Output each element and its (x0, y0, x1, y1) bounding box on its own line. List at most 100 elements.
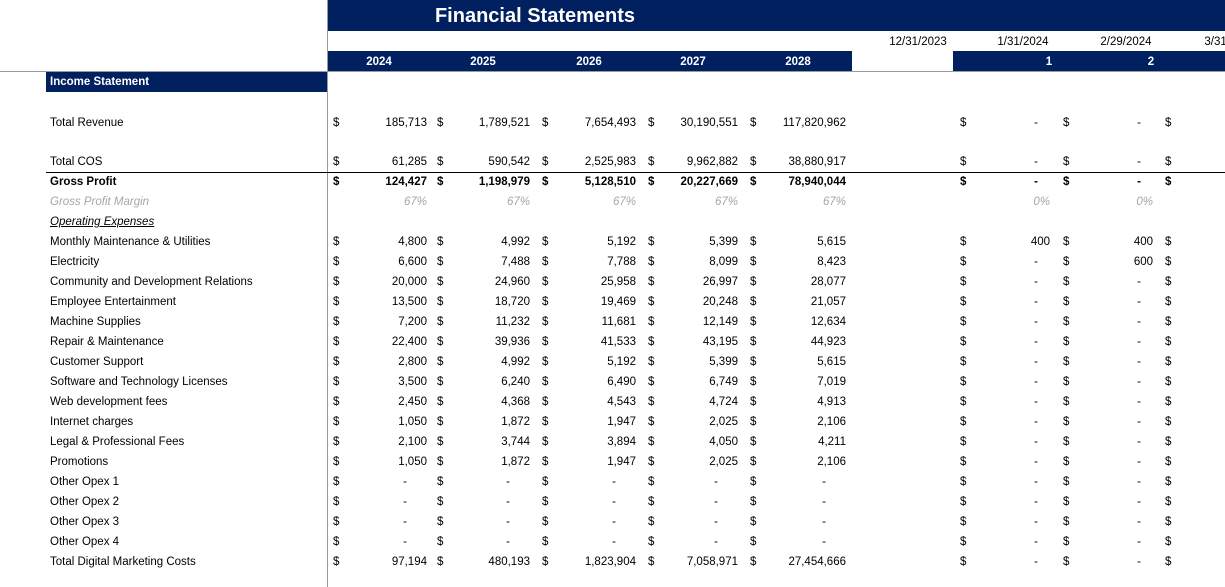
annual-value: 20,227,669 (680, 176, 738, 188)
currency-sign: $ (1063, 396, 1070, 408)
row-label: Total COS (50, 156, 103, 168)
currency-sign: $ (1165, 156, 1172, 168)
row-label: Legal & Professional Fees (50, 436, 185, 448)
annual-value: 39,936 (494, 336, 530, 348)
monthly-value: - (1137, 456, 1141, 468)
annual-value: 18,720 (494, 296, 530, 308)
annual-value: 25,958 (600, 276, 636, 288)
currency-sign: $ (1063, 176, 1070, 188)
currency-sign: $ (1063, 156, 1070, 168)
annual-value: 67% (506, 196, 530, 208)
row-label: Total Digital Marketing Costs (50, 556, 196, 568)
currency-sign: $ (750, 556, 757, 568)
currency-sign: $ (437, 456, 444, 468)
monthly-value: - (1034, 117, 1038, 129)
currency-sign: $ (648, 436, 655, 448)
row-label: Monthly Maintenance & Utilities (50, 236, 211, 248)
currency-sign: $ (437, 316, 444, 328)
annual-value: 12,149 (702, 316, 738, 328)
monthly-value: - (1034, 296, 1038, 308)
row-label: Machine Supplies (50, 316, 141, 328)
currency-sign: $ (750, 376, 757, 388)
annual-value: 26,997 (702, 276, 738, 288)
currency-sign: $ (542, 516, 549, 528)
currency-sign: $ (1165, 496, 1172, 508)
currency-sign: $ (333, 556, 340, 568)
currency-sign: $ (648, 516, 655, 528)
annual-value: 2,800 (398, 356, 427, 368)
annual-value: 124,427 (385, 176, 427, 188)
monthly-value: - (1137, 117, 1141, 129)
annual-value: 1,947 (607, 456, 636, 468)
annual-value: 67% (822, 196, 846, 208)
annual-value: 6,749 (709, 376, 738, 388)
year-header: 2024 (366, 56, 392, 68)
monthly-value: - (1137, 556, 1141, 568)
currency-sign: $ (648, 416, 655, 428)
row-label: Community and Development Relations (50, 276, 253, 288)
currency-sign: $ (648, 316, 655, 328)
annual-value: 78,940,044 (788, 176, 846, 188)
currency-sign: $ (437, 176, 444, 188)
year-header: 2025 (470, 56, 496, 68)
currency-sign: $ (333, 236, 340, 248)
annual-value: - (822, 496, 826, 508)
annual-value: - (506, 516, 510, 528)
row-label: Repair & Maintenance (50, 336, 164, 348)
currency-sign: $ (1165, 476, 1172, 488)
currency-sign: $ (648, 336, 655, 348)
annual-value: 5,615 (817, 356, 846, 368)
annual-value: 5,192 (607, 356, 636, 368)
annual-value: - (822, 476, 826, 488)
currency-sign: $ (542, 336, 549, 348)
currency-sign: $ (542, 176, 549, 188)
currency-sign: $ (750, 356, 757, 368)
annual-value: 2,025 (709, 416, 738, 428)
currency-sign: $ (542, 356, 549, 368)
currency-sign: $ (437, 336, 444, 348)
annual-value: 1,789,521 (478, 117, 530, 129)
annual-value: - (612, 536, 616, 548)
currency-sign: $ (1063, 296, 1070, 308)
row-label: Web development fees (50, 396, 168, 408)
annual-value: 4,800 (398, 236, 427, 248)
currency-sign: $ (542, 556, 549, 568)
currency-sign: $ (333, 496, 340, 508)
currency-sign: $ (1165, 117, 1172, 129)
monthly-value: - (1137, 396, 1141, 408)
currency-sign: $ (333, 456, 340, 468)
monthly-value: - (1034, 396, 1038, 408)
annual-value: 1,050 (398, 456, 427, 468)
currency-sign: $ (542, 496, 549, 508)
currency-sign: $ (333, 176, 340, 188)
currency-sign: $ (1165, 336, 1172, 348)
currency-sign: $ (1165, 516, 1172, 528)
currency-sign: $ (750, 536, 757, 548)
monthly-value: - (1137, 436, 1141, 448)
annual-value: 8,099 (709, 256, 738, 268)
monthly-value: - (1034, 316, 1038, 328)
annual-value: 7,019 (817, 376, 846, 388)
currency-sign: $ (437, 436, 444, 448)
annual-value: 4,368 (501, 396, 530, 408)
currency-sign: $ (1063, 356, 1070, 368)
currency-sign: $ (648, 496, 655, 508)
year-header: 2028 (785, 56, 811, 68)
currency-sign: $ (437, 496, 444, 508)
currency-sign: $ (542, 456, 549, 468)
annual-value: 43,195 (702, 336, 738, 348)
annual-value: 20,000 (391, 276, 427, 288)
currency-sign: $ (542, 156, 549, 168)
annual-value: - (714, 476, 718, 488)
monthly-value: - (1137, 156, 1141, 168)
monthly-value: - (1034, 416, 1038, 428)
currency-sign: $ (333, 396, 340, 408)
annual-value: - (403, 476, 407, 488)
annual-value: - (822, 536, 826, 548)
annual-value: 117,820,962 (782, 117, 846, 129)
currency-sign: $ (1165, 536, 1172, 548)
currency-sign: $ (960, 556, 967, 568)
currency-sign: $ (750, 436, 757, 448)
currency-sign: $ (1063, 516, 1070, 528)
currency-sign: $ (1063, 336, 1070, 348)
